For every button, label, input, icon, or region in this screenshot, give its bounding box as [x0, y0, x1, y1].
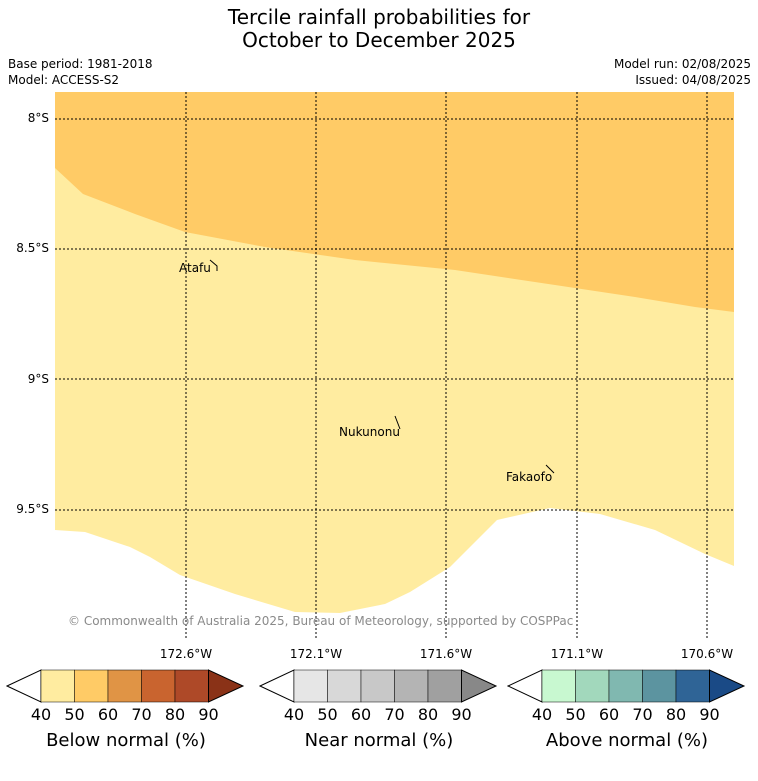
lat-label-9s: 9°S	[27, 372, 49, 386]
cbar-above-title: Above normal (%)	[545, 730, 709, 751]
map-title-line2: October to December 2025	[242, 28, 516, 52]
place-label-nukunonu: Nukunonu	[339, 425, 400, 439]
cbar-near-tick-60: 60	[350, 705, 372, 724]
cbar-below-tick-80: 80	[164, 705, 186, 724]
lat-label-8-5s: 8.5°S	[16, 241, 49, 255]
colorbar-segment	[394, 669, 429, 703]
colorbar-segment	[293, 669, 328, 703]
colorbar-segment	[427, 669, 462, 703]
colorbar-segment	[675, 669, 710, 703]
colorbar-segment	[107, 669, 142, 703]
atafu-atoll-outline	[209, 259, 218, 271]
cbar-above-tick-80: 80	[665, 705, 687, 724]
colorbar-segment	[208, 669, 245, 703]
meta-right: Model run: 02/08/2025 Issued: 04/08/2025	[614, 56, 751, 88]
colorbar-above-normal	[507, 669, 746, 703]
base-period: Base period: 1981-2018	[8, 57, 153, 71]
cbar-below-title: Below normal (%)	[46, 730, 206, 751]
cbar-near-tick-90: 90	[451, 705, 472, 724]
cbar-below-tick-60: 60	[97, 705, 119, 724]
colorbar-segment	[141, 669, 176, 703]
map-title-line1: Tercile rainfall probabilities for	[227, 5, 531, 29]
cbar-above-tick-40: 40	[531, 705, 553, 724]
cbar-below-tick-40: 40	[30, 705, 52, 724]
lat-label-9-5s: 9.5°S	[16, 502, 49, 516]
lon-label-172-6w: 172.6°W	[159, 647, 213, 661]
lon-label-172-1w: 172.1°W	[289, 647, 343, 661]
cbar-below-tick-50: 50	[64, 705, 85, 724]
place-label-atafu: Atafu	[179, 261, 211, 275]
lon-label-171-6w: 171.6°W	[419, 647, 473, 661]
colorbar-segment	[608, 669, 643, 703]
cbar-below-tick-70: 70	[131, 705, 152, 724]
fakaofo-atoll-outline	[545, 464, 555, 474]
colorbar-segment	[259, 669, 295, 703]
map-area[interactable]	[55, 92, 734, 640]
colorbar-segment	[174, 669, 209, 703]
colorbar-segment	[642, 669, 677, 703]
colorbar-segment	[327, 669, 362, 703]
issued-date: Issued: 04/08/2025	[635, 73, 751, 87]
cbar-near-tick-40: 40	[283, 705, 305, 724]
colorbar-segment	[6, 669, 42, 703]
place-label-fakaofo: Fakaofo	[506, 470, 553, 484]
colorbar-segment	[74, 669, 109, 703]
model-run: Model run: 02/08/2025	[613, 57, 751, 71]
colorbar-below-normal	[6, 669, 245, 703]
cbar-above-tick-70: 70	[632, 705, 653, 724]
cbar-above-tick-60: 60	[598, 705, 620, 724]
colorbar-near-normal	[259, 669, 498, 703]
lon-label-171-1w: 171.1°W	[550, 647, 604, 661]
cbar-near-title: Near normal (%)	[304, 730, 454, 751]
nukunonu-atoll-outline	[394, 415, 401, 430]
copyright-notice: © Commonwealth of Australia 2025, Bureau…	[68, 614, 574, 628]
graticule	[55, 92, 734, 640]
colorbar-segment	[541, 669, 576, 703]
cbar-near-tick-70: 70	[384, 705, 405, 724]
cbar-above-tick-50: 50	[565, 705, 586, 724]
cbar-above-tick-90: 90	[699, 705, 720, 724]
cbar-near-tick-50: 50	[317, 705, 338, 724]
colorbar-segment	[461, 669, 498, 703]
colorbar-segment	[575, 669, 610, 703]
colorbar-segment	[40, 669, 75, 703]
cbar-below-tick-90: 90	[198, 705, 219, 724]
cbar-near-tick-80: 80	[417, 705, 439, 724]
model-name: Model: ACCESS-S2	[8, 73, 120, 87]
colorbar-segment	[709, 669, 746, 703]
map-svg	[55, 92, 734, 640]
meta-left: Base period: 1981-2018 Model: ACCESS-S2	[8, 56, 153, 88]
colorbar-segment	[360, 669, 395, 703]
lon-label-170-6w: 170.6°W	[680, 647, 734, 661]
lat-label-8s: 8°S	[27, 111, 49, 125]
colorbar-segment	[507, 669, 543, 703]
below-normal-50-60-zone	[55, 92, 734, 312]
